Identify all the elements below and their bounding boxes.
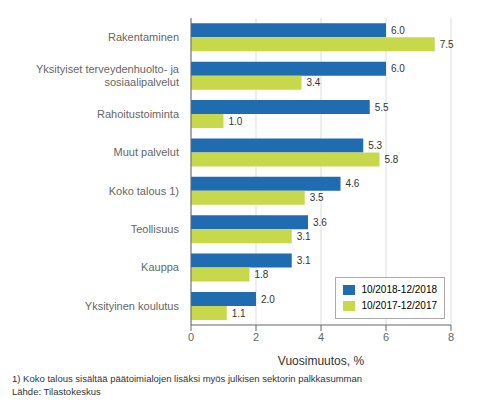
svg-text:6: 6	[383, 331, 389, 343]
svg-text:3.1: 3.1	[297, 231, 311, 242]
svg-text:0: 0	[188, 331, 194, 343]
svg-text:5.3: 5.3	[368, 140, 382, 151]
svg-text:Teollisuus: Teollisuus	[131, 223, 180, 235]
svg-text:3.1: 3.1	[297, 255, 311, 266]
svg-text:1.0: 1.0	[229, 116, 243, 127]
html-text:1) Koko talous sisältää päätoi: 1) Koko talous sisältää päätoimialojen l…	[12, 373, 363, 384]
html-text:10/2018-12/2018: 10/2018-12/2018	[361, 284, 437, 295]
svg-text:4: 4	[318, 331, 324, 343]
svg-text:Koko talous 1): Koko talous 1)	[109, 185, 179, 197]
svg-text:2: 2	[253, 331, 259, 343]
svg-text:7.5: 7.5	[440, 39, 454, 50]
svg-text:Rahoitustoiminta: Rahoitustoiminta	[97, 108, 180, 120]
svg-text:6.0: 6.0	[391, 63, 405, 74]
svg-text:3.5: 3.5	[310, 192, 324, 203]
svg-text:Rakentaminen: Rakentaminen	[108, 31, 179, 43]
svg-text:3.6: 3.6	[313, 217, 327, 228]
svg-text:5.8: 5.8	[385, 154, 399, 165]
svg-text:2.0: 2.0	[261, 294, 275, 305]
svg-text:1.8: 1.8	[255, 269, 269, 280]
svg-text:Kauppa: Kauppa	[141, 261, 180, 273]
html-text:10/2017-12/2017: 10/2017-12/2017	[361, 300, 437, 311]
svg-text:Yksityiset terveydenhuolto- ja: Yksityiset terveydenhuolto- jasosiaalipa…	[36, 63, 180, 88]
html-text:Lähde: Tilastokeskus: Lähde: Tilastokeskus	[12, 386, 101, 397]
svg-text:8: 8	[448, 331, 454, 343]
svg-text:3.4: 3.4	[307, 77, 321, 88]
svg-text:Yksityinen koulutus: Yksityinen koulutus	[85, 300, 180, 312]
svg-text:5.5: 5.5	[375, 102, 389, 113]
svg-text:4.6: 4.6	[346, 178, 360, 189]
svg-text:Vuosimuutos, %: Vuosimuutos, %	[278, 354, 365, 368]
svg-text:6.0: 6.0	[391, 25, 405, 36]
svg-text:Muut palvelut: Muut palvelut	[114, 146, 179, 158]
svg-text:1.1: 1.1	[232, 308, 246, 319]
